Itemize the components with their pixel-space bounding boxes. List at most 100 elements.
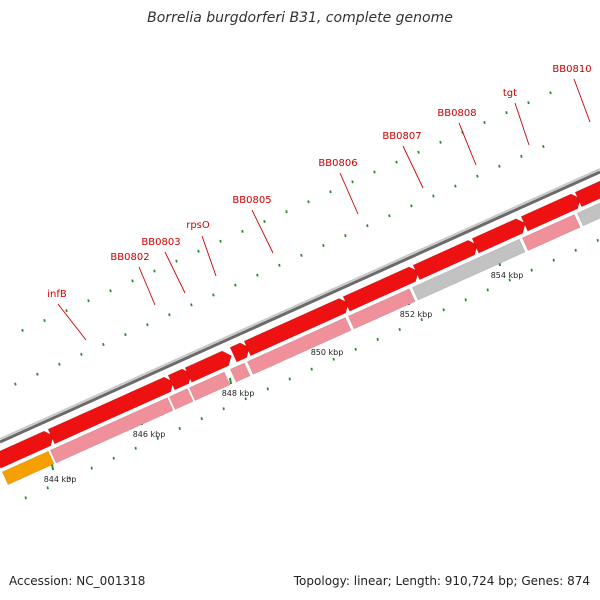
scale-dot-lowest-21 bbox=[483, 120, 486, 125]
scale-dot-lowest-1 bbox=[43, 318, 46, 323]
gene-labels: infB BB0802 BB0803 rpsO BB0805 BB0806 BB0807 BB… bbox=[47, 64, 592, 341]
scale-dot-lower-22 bbox=[476, 174, 479, 178]
cds-arrow-11 bbox=[574, 180, 600, 208]
gene-block-BB0805 bbox=[246, 317, 352, 375]
scale-dot-lowest-6 bbox=[153, 269, 156, 273]
gene-label-BB0803: BB0803 bbox=[141, 237, 180, 248]
scale-dot-upper-5 bbox=[134, 446, 137, 450]
scale-dot-lowest-14 bbox=[329, 190, 332, 194]
gene-leader-line bbox=[402, 145, 424, 189]
cds-arrow-10 bbox=[520, 193, 581, 232]
gene-block-BB0810 bbox=[576, 202, 600, 227]
scale-dot-lowest-19 bbox=[439, 140, 442, 144]
gene-leader-line bbox=[339, 172, 359, 215]
genome-title: Borrelia burgdorferi B31, complete genom… bbox=[147, 10, 453, 26]
scale-dot-lower-1 bbox=[14, 382, 17, 386]
gene-label-rpsO: rpsO bbox=[186, 220, 210, 231]
scale-label: 848 kbp bbox=[222, 389, 255, 398]
scale-dot-upper-22 bbox=[508, 278, 511, 282]
scale-dot-upper-13 bbox=[310, 367, 313, 371]
scale-dot-upper-10 bbox=[244, 397, 247, 401]
scale-dot-upper-17 bbox=[398, 327, 401, 332]
scale-dot-lowest-17 bbox=[395, 160, 398, 164]
scale-dot-lower-19 bbox=[410, 204, 413, 208]
scale-dot-upper-2 bbox=[68, 476, 71, 480]
scale-dot-upper-21 bbox=[486, 288, 489, 292]
cds-arrow-5 bbox=[229, 342, 250, 363]
gene-label-infB: infB bbox=[47, 289, 67, 300]
scale-dot-lower-24 bbox=[520, 154, 523, 158]
scale-dot-upper-12 bbox=[288, 377, 291, 381]
scale-dot-lowest-12 bbox=[285, 210, 288, 214]
scale-dot-lower-13 bbox=[278, 263, 281, 267]
scale-dot-upper-24 bbox=[552, 258, 555, 262]
scale-dot-upper-8 bbox=[200, 417, 203, 421]
gene-leader-line bbox=[138, 266, 156, 306]
genome-stats-text: Topology: linear; Length: 910,724 bp; Ge… bbox=[293, 574, 590, 588]
scale-dot-lower-16 bbox=[344, 234, 347, 238]
cds-arrow-4 bbox=[184, 350, 232, 383]
scale-dot-lowest-23 bbox=[527, 101, 530, 105]
scale-dot-lower-18 bbox=[388, 214, 391, 218]
scale-dot-lower-5 bbox=[102, 342, 105, 347]
scale-label: 854 kbp bbox=[491, 271, 524, 280]
gene-block-orange bbox=[1, 450, 55, 485]
scale-dot-lowest-3 bbox=[87, 299, 90, 303]
backbone-highlight bbox=[0, 168, 600, 440]
scale-dot-upper-15 bbox=[354, 347, 357, 351]
scale-dot-upper-26 bbox=[596, 238, 599, 242]
scale-dot-lowest-24 bbox=[549, 91, 552, 95]
scale-dot-lower-7 bbox=[146, 323, 149, 327]
scale-dot-lowest-0 bbox=[21, 328, 24, 332]
cds-arrow-2 bbox=[47, 376, 174, 445]
scale-dot-lowest-22 bbox=[505, 111, 508, 115]
scale-label: 844 kbp bbox=[44, 475, 77, 484]
gene-leader-line bbox=[573, 78, 591, 123]
scale-dot-upper-11 bbox=[266, 387, 269, 391]
scale-dot-lower-11 bbox=[234, 283, 237, 287]
gene-block-rpsO bbox=[229, 362, 251, 383]
scale-dot-lower-8 bbox=[168, 313, 171, 317]
scale-dot-lowest-5 bbox=[131, 279, 134, 283]
scale-dot-upper-3 bbox=[90, 466, 93, 470]
backbone-line bbox=[0, 170, 600, 444]
scale-dot-lower-25 bbox=[542, 144, 545, 149]
scale-dot-upper-23 bbox=[530, 268, 533, 272]
gene-label-BB0805: BB0805 bbox=[232, 195, 271, 206]
scale-dot-upper-19 bbox=[442, 308, 445, 312]
scale-dot-lowest-15 bbox=[351, 180, 354, 184]
scale-dot-lowest-11 bbox=[263, 219, 266, 224]
scale-dot-upper-9 bbox=[222, 407, 225, 411]
gene-block-infB bbox=[49, 397, 174, 464]
scale-dot-upper-14 bbox=[332, 357, 335, 361]
gene-label-BB0810: BB0810 bbox=[552, 64, 591, 75]
scale-dot-upper-4 bbox=[112, 456, 115, 460]
gene-leader-line bbox=[251, 209, 274, 254]
cds-arrow-1 bbox=[0, 430, 54, 469]
gene-leader-line bbox=[458, 122, 477, 166]
scale-dot-upper-7 bbox=[178, 426, 181, 431]
scale-dot-lowest-2 bbox=[65, 309, 68, 313]
feature-tracks bbox=[0, 168, 600, 485]
scale-dot-lower-3 bbox=[58, 362, 61, 366]
scale-label: 846 kbp bbox=[133, 430, 166, 439]
scale-dot-lower-12 bbox=[256, 273, 259, 277]
cds-arrow-8 bbox=[412, 239, 478, 281]
cds-arrow-6 bbox=[243, 298, 349, 357]
scale-dot-lowest-4 bbox=[109, 289, 112, 293]
scale-dot-lower-6 bbox=[124, 333, 127, 337]
scale-dot-lowest-8 bbox=[197, 249, 200, 253]
major-tick-0 bbox=[51, 463, 54, 471]
gene-label-BB0807: BB0807 bbox=[382, 131, 421, 142]
scale-dot-lower-17 bbox=[366, 224, 369, 228]
scale-dot-lowest-10 bbox=[241, 229, 244, 233]
scale-label: 850 kbp bbox=[311, 348, 344, 357]
scale-dot-lower-10 bbox=[212, 293, 215, 297]
scale-dot-lower-23 bbox=[498, 164, 501, 168]
scale-dot-upper-16 bbox=[376, 337, 379, 341]
scale-dot-upper-0 bbox=[24, 496, 27, 500]
scale-dot-upper-25 bbox=[574, 248, 577, 252]
gene-label-tgt: tgt bbox=[503, 88, 517, 99]
gene-label-BB0806: BB0806 bbox=[318, 158, 357, 169]
